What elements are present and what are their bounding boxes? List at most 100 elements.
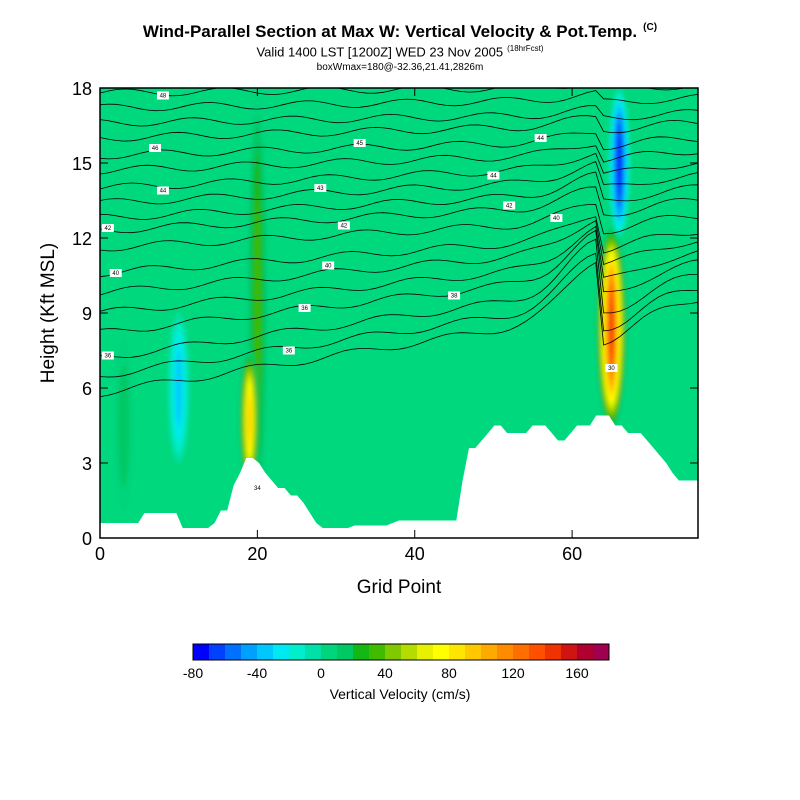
theta-contours: [100, 88, 698, 397]
contour-label-bg: [550, 214, 563, 222]
contour-label: 40: [109, 269, 122, 277]
colorbar-tick-label: 80: [441, 665, 457, 681]
contour-label-text: 44: [537, 136, 544, 142]
theta-contour-line: [100, 132, 698, 160]
theta-contour-line: [100, 261, 698, 397]
velocity-band: [609, 301, 613, 355]
contour-label-text: 40: [325, 264, 332, 270]
contour-label: 38: [448, 291, 461, 300]
colorbar-swatch: [337, 644, 354, 660]
theta-contour-line: [100, 171, 698, 220]
x-tick-label: 40: [405, 544, 425, 564]
theta-contour-line: [100, 252, 698, 378]
chart-subtitle: Valid 1400 LST [1200Z] WED 23 Nov 2005 (1…: [0, 44, 800, 59]
chart-subtitle-2: boxWmax=180@-32.36,21.41,2826m: [316, 62, 484, 73]
colorbar-swatch: [321, 644, 338, 660]
contour-label-text: 42: [506, 204, 513, 210]
colorbar-swatch: [449, 644, 466, 660]
contour-label-text: 36: [285, 349, 292, 355]
colorbar-swatch: [193, 644, 210, 660]
contour-label-text: 42: [341, 224, 348, 230]
contour-label-bg: [605, 364, 618, 372]
contour-label-text: 40: [553, 216, 560, 222]
y-tick-label: 0: [82, 529, 92, 549]
x-axis-title: Grid Point: [357, 577, 442, 598]
contour-label: 42: [101, 224, 114, 232]
contour-label: 48: [156, 91, 169, 100]
theta-contour-line: [100, 203, 698, 252]
y-tick-label: 12: [72, 229, 92, 249]
colorbar-swatch: [273, 644, 290, 660]
colorbar-swatch: [289, 644, 306, 660]
theta-contour-line: [100, 152, 698, 190]
colorbar-swatch: [369, 644, 386, 660]
contour-label-bg: [149, 144, 162, 152]
theta-contour-line: [100, 186, 698, 234]
colorbar-swatch: [561, 644, 578, 660]
contour-label-bg: [534, 134, 547, 142]
y-tick-label: 6: [82, 379, 92, 399]
theta-contour-line: [100, 229, 698, 332]
contour-label-text: 30: [608, 366, 615, 372]
y-axis-title: Height (Kft MSL): [38, 243, 59, 383]
theta-contour-line: [100, 90, 698, 112]
contour-label: 42: [503, 201, 516, 210]
colorbar-frame: [192, 643, 610, 661]
chart-title-mark: (C): [643, 22, 658, 34]
colorbar-tick-label: 160: [565, 665, 589, 681]
contour-label-bg: [487, 171, 500, 180]
contour-label: 36: [298, 304, 311, 312]
contour-label-bg: [251, 484, 264, 492]
velocity-band: [175, 350, 182, 426]
contour-label-bg: [314, 184, 327, 192]
colorbar-swatch: [577, 644, 594, 660]
colorbar-swatch: [209, 644, 226, 660]
terrain-fill: [100, 415, 698, 538]
theta-contour-line: [100, 219, 698, 296]
velocity-feature: [167, 313, 190, 463]
y-tick-label: 3: [82, 454, 92, 474]
colorbar-swatch: [305, 644, 322, 660]
theta-contour-line: [100, 160, 698, 205]
colorbar-tick-label: 40: [377, 665, 393, 681]
contour-label: 43: [314, 184, 327, 192]
velocity-feature: [238, 350, 261, 488]
contour-label: 44: [156, 186, 169, 195]
contour-label: 36: [282, 346, 295, 355]
chart-title-text: Wind-Parallel Section at Max W: Vertical…: [142, 22, 638, 41]
y-tick-label: 9: [82, 304, 92, 324]
colorbar-swatch: [401, 644, 418, 660]
colorbar-swatch: [257, 644, 274, 660]
contour-label: 42: [337, 221, 350, 230]
contour-label: 40: [550, 214, 563, 222]
contour-label-bg: [101, 224, 114, 232]
colorbar-swatch: [417, 644, 434, 660]
contour-label-text: 36: [301, 306, 308, 312]
contour-label: 45: [353, 139, 366, 147]
chart-subtitle-mark: (18hrFcst): [507, 44, 544, 53]
contour-label-bg: [101, 351, 114, 360]
theta-contour-line: [100, 105, 698, 127]
contour-label-bg: [337, 221, 350, 230]
colorbar-swatch: [513, 644, 530, 660]
theta-contour-line: [100, 238, 698, 358]
colorbar-swatch: [545, 644, 562, 660]
contour-label-text: 44: [160, 189, 167, 195]
velocity-feature: [112, 338, 135, 513]
colorbar-tick-label: -80: [183, 665, 203, 681]
contour-label-bg: [156, 186, 169, 195]
x-tick-label: 20: [247, 544, 267, 564]
colorbar-swatch: [465, 644, 482, 660]
colorbar-tick-label: 120: [501, 665, 525, 681]
y-tick-label: 15: [72, 154, 92, 174]
contour-label-text: 48: [160, 94, 167, 100]
contour-label-text: 40: [112, 271, 119, 277]
contour-labels: 48 46 45 44 43 44 44 42 42 42 40 40 40 38 36 36 36 34 30: [101, 91, 618, 492]
contour-label: 30: [605, 364, 618, 372]
contour-label-text: 45: [356, 141, 363, 147]
colorbar: -80 -40 0 40 80 120 160: [183, 643, 610, 681]
colorbar-swatch: [433, 644, 450, 660]
contour-label: 44: [534, 134, 547, 142]
contour-label-bg: [503, 201, 516, 210]
